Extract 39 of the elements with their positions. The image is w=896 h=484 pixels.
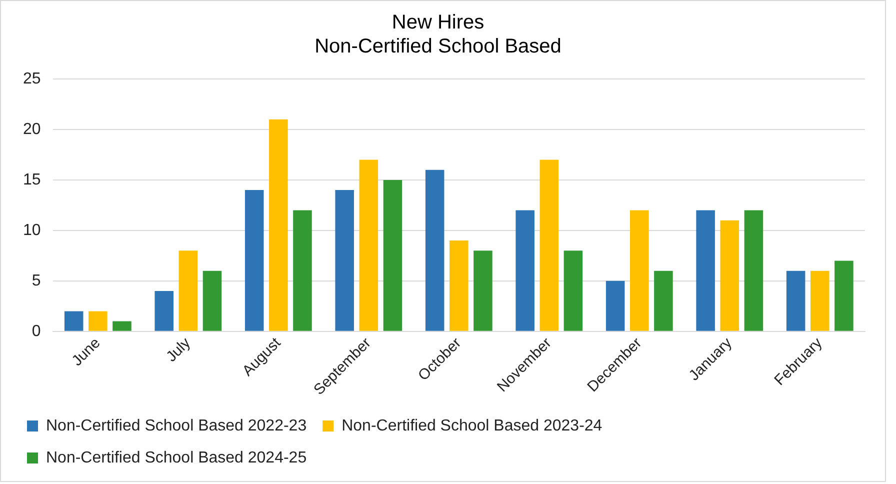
y-tick-label: 0 (32, 322, 41, 340)
bar (293, 210, 312, 331)
bar (540, 160, 559, 331)
bar (606, 280, 625, 331)
bar (654, 270, 673, 331)
bar (383, 180, 402, 331)
bar (834, 260, 854, 331)
legend-label: Non-Certified School Based 2022-23 (46, 417, 307, 434)
y-tick-label: 25 (23, 70, 41, 88)
bar (744, 210, 764, 331)
bar (154, 291, 174, 331)
x-tick-label: July (163, 334, 194, 366)
bar (564, 250, 583, 331)
y-tick-label: 5 (32, 272, 41, 290)
bar (64, 311, 84, 331)
bar (178, 250, 198, 331)
bar (810, 270, 830, 331)
bar (359, 160, 378, 331)
bar (112, 321, 132, 331)
y-tick-label: 15 (23, 171, 41, 188)
bar (450, 240, 468, 331)
bar (244, 190, 264, 331)
bar (88, 311, 108, 331)
bar (786, 270, 806, 331)
bar (516, 210, 534, 331)
bar (630, 210, 649, 331)
bar (335, 190, 354, 331)
bar (202, 270, 222, 331)
chart-subtitle: Non-Certified School Based (314, 36, 562, 58)
legend-label: Non-Certified School Based 2024-25 (46, 449, 307, 466)
bar (696, 210, 715, 331)
bar (425, 170, 444, 331)
y-tick-label: 20 (23, 120, 41, 138)
chart-title: New Hires (392, 12, 484, 34)
bar (720, 220, 740, 331)
bar (269, 119, 288, 331)
y-tick-label: 10 (23, 222, 41, 239)
legend-label: Non-Certified School Based 2023-24 (342, 417, 602, 434)
bar (474, 250, 492, 331)
